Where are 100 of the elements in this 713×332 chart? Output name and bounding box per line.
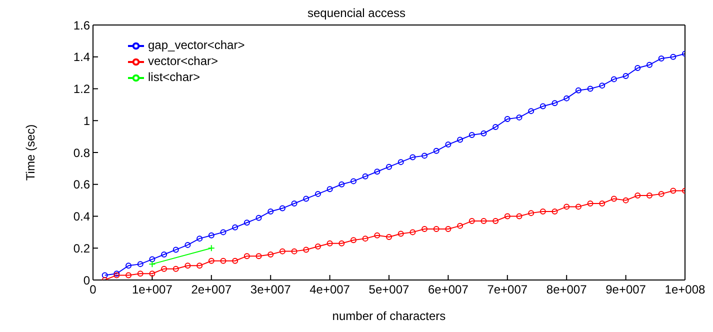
legend-label: list<char>: [148, 70, 200, 84]
point: [575, 87, 582, 94]
point: [422, 152, 428, 159]
point: [137, 261, 144, 268]
point: [279, 248, 286, 254]
x-tick-label: 5e+007: [368, 282, 410, 297]
y-tick-label: 0.4: [73, 210, 90, 224]
point: [126, 262, 132, 269]
x-tick-label: 4e+007: [310, 282, 350, 297]
point: [564, 204, 570, 210]
point: [670, 54, 676, 60]
y-tick-label: 1.4: [73, 50, 90, 64]
point: [552, 208, 558, 214]
y-tick-label: 0.8: [73, 146, 90, 160]
point: [126, 272, 132, 278]
x-tick-label: 6e+007: [428, 282, 469, 297]
point: [374, 232, 380, 238]
point: [552, 100, 558, 106]
point: [102, 272, 108, 278]
point: [468, 218, 475, 224]
point: [445, 226, 452, 232]
point: [362, 236, 368, 242]
point: [338, 181, 345, 188]
point: [291, 200, 298, 206]
point: [196, 236, 203, 242]
point: [610, 76, 617, 82]
point: [528, 210, 534, 216]
point: [528, 108, 534, 114]
point: [244, 253, 250, 260]
point: [303, 246, 310, 253]
point: [516, 114, 522, 120]
point: [326, 240, 333, 246]
x-tick-label: 3e+007: [250, 282, 292, 297]
point: [149, 256, 156, 262]
point: [445, 142, 452, 148]
point: [398, 230, 404, 237]
point: [172, 246, 179, 253]
point: [386, 234, 392, 240]
x-tick-label: 1e+007: [132, 282, 173, 297]
point: [599, 200, 606, 206]
legend-label: vector<char>: [148, 54, 218, 68]
point: [422, 226, 428, 232]
point: [516, 213, 522, 220]
y-axis-title: Time (sec): [23, 124, 38, 181]
point: [232, 258, 238, 264]
point: [303, 196, 310, 202]
x-tick-label: 1e+008: [664, 282, 706, 297]
point: [256, 214, 262, 221]
point: [314, 190, 321, 197]
point: [564, 95, 570, 102]
point: [634, 192, 641, 199]
point: [433, 148, 440, 154]
y-tick-label: 1.2: [73, 82, 90, 96]
y-tick-label: 0.2: [73, 241, 90, 256]
x-tick-label: 9e+007: [606, 282, 646, 297]
point: [386, 164, 392, 170]
point: [208, 232, 214, 238]
point: [220, 229, 226, 236]
point: [184, 262, 191, 269]
point: [137, 270, 144, 277]
point: [362, 173, 368, 180]
point: [279, 205, 286, 212]
chart-title: sequencial access: [306, 6, 407, 20]
point: [244, 220, 250, 226]
point: [670, 188, 676, 194]
y-tick-label: 1.6: [73, 18, 90, 32]
point: [457, 136, 464, 143]
point: [433, 226, 440, 232]
point: [149, 270, 156, 277]
point: [575, 204, 582, 210]
point: [658, 55, 664, 62]
point: [480, 218, 487, 224]
point: [457, 222, 464, 229]
point: [540, 208, 546, 214]
point: [468, 132, 475, 138]
point: [196, 262, 203, 269]
point: [398, 159, 404, 166]
point: [504, 213, 510, 220]
y-tick-label: 0.6: [73, 178, 90, 192]
point: [291, 248, 298, 254]
point: [599, 82, 606, 89]
legend-label: gap_vector<char>: [148, 38, 245, 52]
point: [658, 190, 664, 197]
y-tick-label: 0: [83, 273, 90, 288]
point: [220, 258, 226, 264]
point: [268, 208, 274, 214]
point: [314, 244, 321, 250]
x-tick-label: 8e+007: [546, 282, 588, 297]
point: [161, 266, 168, 272]
point: [492, 218, 499, 224]
point: [184, 242, 191, 248]
point: [622, 197, 629, 204]
y-tick-label: 1: [83, 114, 90, 128]
point: [208, 258, 214, 264]
point: [350, 178, 356, 184]
point: [504, 116, 510, 122]
point: [326, 186, 333, 192]
point: [268, 252, 274, 258]
point: [232, 224, 238, 230]
point: [350, 237, 356, 244]
